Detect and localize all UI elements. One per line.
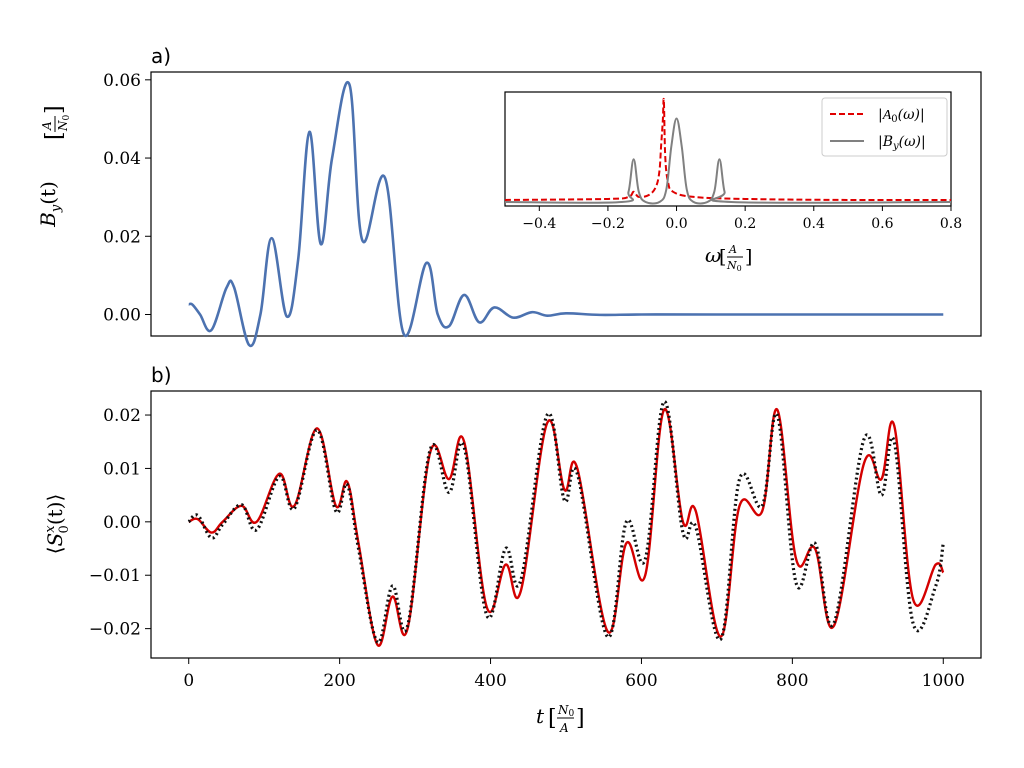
panel-a-frame [150, 71, 982, 337]
inset-xtick-label: −0.4 [522, 216, 556, 232]
ylabel-a-unit-num: A [40, 121, 54, 131]
xlabel-b-unit-den: A [559, 721, 569, 735]
inset-x-axis: −0.4 −0.2 0.0 0.2 0.4 0.6 0.8 [522, 206, 962, 232]
panel-b-dotted-series-line [187, 400, 945, 644]
xlabel-b-bracket-open: [ [548, 706, 557, 731]
panel-b-xtick-label: 200 [323, 671, 355, 691]
panel-a-ytick-label: 0.02 [103, 227, 141, 247]
ylabel-a-unit-den-sub: 0 [62, 115, 72, 121]
svg-text:N0: N0 [56, 115, 72, 133]
panel-b-xtick-label: 400 [474, 671, 506, 691]
panel-b-frame [150, 390, 982, 659]
inset-xlabel-main: ω [705, 243, 721, 267]
ylabel-a-sub: y [49, 204, 64, 213]
xlabel-b-bracket-close: ] [576, 706, 585, 731]
inset-xtick-label: 0.0 [665, 216, 687, 232]
panel-a-plot: 0.000.020.040.06 By(t) [ A N0 ] −0.4 −0.2… [36, 71, 982, 348]
inset-plot: −0.4 −0.2 0.0 0.2 0.4 0.6 0.8 |A0(ω)| |By(ω)| … [504, 91, 962, 273]
inset-by-series-line [504, 117, 952, 205]
panel-a-ytick-label: 0.04 [103, 149, 141, 169]
inset-a0-series-line [504, 97, 952, 202]
xlabel-b-unit-num-sub: 0 [569, 709, 575, 719]
panel-b-ylabel: ⟨Sx0(t)⟩ [43, 494, 72, 555]
panel-b-label: b) [151, 363, 172, 387]
ylabel-a-unit: [ A N0 ] [40, 105, 72, 140]
panel-a-ytick-label: 0.06 [103, 71, 141, 91]
panel-b-solid-series-line [188, 408, 945, 647]
inset-xlabel: ω [ A N0 ] [705, 243, 752, 273]
ylabel-b-post: (t)⟩ [43, 494, 67, 525]
ylabel-a-arg: (t) [36, 181, 60, 205]
panel-a-by-series-line [188, 80, 944, 348]
ylabel-b-sub: 0 [57, 525, 72, 533]
ylabel-a-main: B [36, 212, 60, 228]
inset-xtick-label: 0.8 [940, 216, 962, 232]
ylabel-a-unit-den: N [56, 120, 70, 132]
panel-b-xlabel: t [ N0 A ] [536, 703, 585, 735]
ylabel-a-bracket-close: ] [42, 105, 67, 114]
inset-xtick-label: 0.2 [734, 216, 756, 232]
ylabel-b-main: S [43, 533, 67, 547]
inset-xlabel-bracket-open: [ [719, 246, 726, 268]
inset-xtick-label: 0.4 [803, 216, 825, 232]
xlabel-b-unit-num: N [557, 703, 569, 717]
ylabel-a-bracket-open: [ [42, 131, 67, 140]
inset-xlabel-unit-den-sub: 0 [737, 264, 742, 273]
panel-b-xtick-label: 0 [183, 671, 194, 691]
panel-b-ytick-label: −0.01 [89, 566, 141, 586]
svg-text:⟨Sx0(t)⟩: ⟨Sx0(t)⟩ [43, 494, 72, 555]
ylabel-b-pre: ⟨ [43, 546, 67, 554]
inset-xlabel-unit-num: A [728, 243, 737, 256]
panel-a-ytick-label: 0.00 [103, 305, 141, 325]
inset-xtick-label: 0.6 [871, 216, 893, 232]
svg-text:By(t): By(t) [36, 181, 64, 228]
panel-b-ytick-label: 0.01 [103, 459, 141, 479]
legend-a0-label: |A0(ω)| [878, 107, 925, 125]
panel-b-ytick-label: 0.00 [103, 513, 141, 533]
inset-xlabel-unit-den: N [726, 259, 737, 272]
panel-b-plot: −0.02 −0.01 0.00 0.01 0.02 0 200 400 600 800 1000… [43, 390, 982, 735]
panel-a-ylabel: By(t) [ A N0 ] [36, 105, 72, 227]
panel-b-y-axis: −0.02 −0.01 0.00 0.01 0.02 [89, 406, 151, 640]
panel-a-y-axis: 0.00 0.02 0.04 0.06 [103, 71, 151, 325]
panel-b-xtick-label: 1000 [922, 671, 965, 691]
panel-b-x-axis: 0 200 400 600 800 1000 [183, 658, 965, 691]
panel-b-ytick-label: 0.02 [103, 406, 141, 426]
svg-text:N0: N0 [726, 259, 742, 273]
panel-b-xtick-label: 600 [625, 671, 657, 691]
panel-b-xtick-label: 800 [776, 671, 808, 691]
inset-legend: |A0(ω)| |By(ω)| [821, 97, 948, 157]
panel-b-ytick-label: −0.02 [89, 620, 141, 640]
inset-xtick-label: −0.2 [591, 216, 625, 232]
legend-by-label: |By(ω)| [878, 134, 926, 152]
ylabel-b-sup: x [43, 525, 58, 533]
xlabel-b-main: t [536, 704, 545, 728]
inset-xlabel-bracket-close: ] [745, 246, 752, 268]
panel-a-label: a) [151, 44, 171, 68]
svg-text:N0: N0 [557, 703, 575, 719]
